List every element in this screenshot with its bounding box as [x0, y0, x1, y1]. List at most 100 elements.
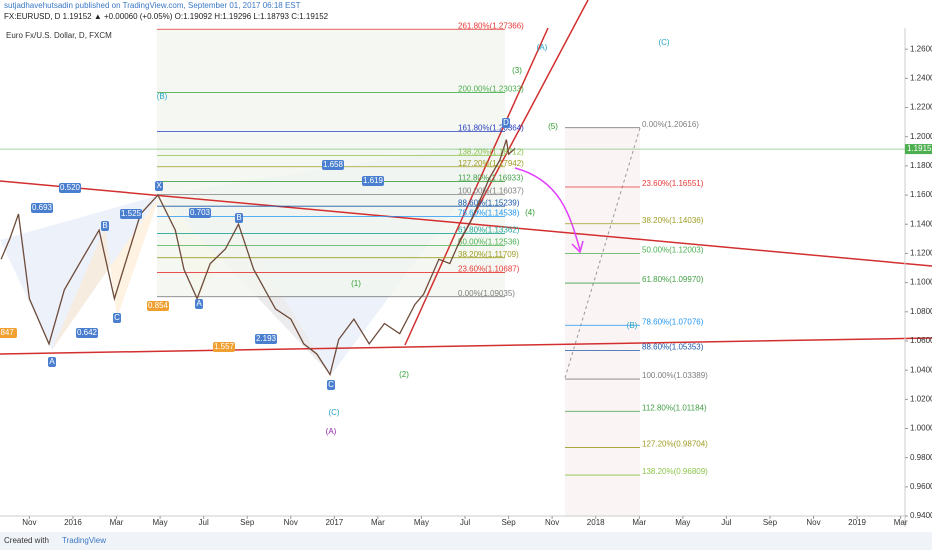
fib-label: 200.00%(1.23033) — [458, 85, 524, 94]
x-tick-label: Jul — [721, 518, 731, 527]
ratio-label: 1.525 — [121, 209, 142, 218]
projection — [564, 127, 641, 379]
point-label: C — [114, 313, 120, 322]
symbol: Euro Fx/U.S. Dollar, D, FXCM — [6, 31, 112, 40]
ratio-label: 1.619 — [363, 176, 384, 185]
fib-label: 127.20%(0.98704) — [642, 440, 708, 449]
point-label: A — [196, 299, 202, 308]
ratio-badge — [59, 183, 81, 193]
point-badge — [101, 221, 109, 231]
fib-label: 112.80%(1.16933) — [458, 174, 524, 183]
point-badge — [155, 181, 163, 191]
point-badge — [235, 213, 243, 223]
y-tick-label: 1.12000 — [910, 249, 932, 258]
y-tick-label: 1.14000 — [910, 219, 932, 228]
point-badge — [195, 299, 203, 309]
fib-label: 100.00%(1.03389) — [642, 371, 708, 380]
y-tick-label: 0.98000 — [910, 453, 932, 462]
ratio-label: 0.693 — [32, 203, 53, 212]
ratio-label: 0.642 — [77, 328, 98, 337]
x-tick-label: Nov — [284, 518, 298, 527]
y-tick-label: 1.20000 — [910, 132, 932, 141]
footer-text: Created with — [4, 536, 49, 545]
y-tick-label: 1.24000 — [910, 73, 932, 82]
fib-label: 138.20%(1.18712) — [458, 148, 524, 157]
point-label: A — [49, 357, 55, 366]
y-tick-label: 1.08000 — [910, 307, 932, 316]
y-tick-label: 0.96000 — [910, 482, 932, 491]
fib-label: 78.60%(1.14538) — [458, 209, 520, 218]
x-tick-label: Mar — [632, 518, 646, 527]
wave-label: (B) — [627, 321, 638, 330]
fib-label: 23.60%(1.16551) — [642, 179, 704, 188]
wave-label: (C) — [658, 38, 669, 47]
ratio-label: 1.557 — [214, 342, 235, 351]
pattern-fill — [0, 195, 160, 350]
fib-label: 261.80%(1.27366) — [458, 21, 524, 30]
footer-brand: TradingView — [62, 536, 106, 545]
ratio-badge — [322, 160, 344, 170]
quote: FX:EURUSD, D 1.19152 ▲ +0.00060 (+0.05%)… — [4, 12, 329, 21]
y-tick-label: 1.02000 — [910, 394, 932, 403]
wave-label: (1) — [351, 279, 361, 288]
x-tick-label: Mar — [371, 518, 385, 527]
wave-label: (B) — [157, 92, 168, 101]
point-badge — [113, 313, 121, 323]
y-tick-label: 0.94000 — [910, 511, 932, 520]
x-tick-label: May — [153, 518, 168, 527]
arrow — [514, 167, 581, 251]
fib-label: 88.60%(1.05353) — [642, 343, 704, 352]
point-label: B — [236, 213, 241, 222]
fib-label: 38.20%(1.14036) — [642, 216, 704, 225]
ratio-badge — [0, 328, 17, 338]
x-tick-label: 2019 — [848, 518, 866, 527]
fib-label: 61.80%(1.13362) — [458, 226, 520, 235]
x-tick-label: Sep — [501, 518, 516, 527]
wave-label: (4) — [525, 208, 535, 217]
y-tick-label: 1.18000 — [910, 161, 932, 170]
x-tick-label: 2017 — [325, 518, 343, 527]
ratio-label: 0.703 — [190, 208, 211, 217]
price-line — [0, 139, 516, 377]
fib-label: 161.80%(1.20364) — [458, 123, 524, 132]
fib-label: 100.00%(1.16037) — [458, 187, 524, 196]
x-tick-label: Mar — [110, 518, 124, 527]
fib-label: 78.60%(1.07076) — [642, 317, 704, 326]
ratio-label: 1.658 — [323, 160, 344, 169]
trend-line — [404, 27, 549, 346]
fib-label: 50.00%(1.12536) — [458, 238, 520, 247]
pattern-fill — [52, 195, 160, 350]
footer — [0, 532, 932, 550]
author: sutjadhavehutsadin published on TradingV… — [4, 1, 301, 10]
fib-label: 38.20%(1.11709) — [458, 250, 519, 259]
ratio-badge — [147, 301, 169, 311]
ratio-label: 2.193 — [256, 334, 277, 343]
ratio-badge — [31, 203, 53, 213]
y-tick-label: 1.10000 — [910, 278, 932, 287]
point-label: X — [156, 181, 162, 190]
point-badge — [48, 357, 56, 367]
wave-label: (2) — [399, 370, 409, 379]
ratio-label: 0.520 — [60, 183, 81, 192]
ratio-badge — [213, 342, 235, 352]
fib-label: 23.60%(1.10687) — [458, 265, 520, 274]
x-tick-label: Nov — [22, 518, 36, 527]
ratio-badge — [255, 334, 277, 344]
y-tick-label: 1.06000 — [910, 336, 932, 345]
x-tick-label: 2018 — [587, 518, 605, 527]
fib-label: 127.20%(1.17942) — [458, 159, 524, 168]
trend-line — [0, 337, 932, 355]
fib-label: 0.00%(1.09035) — [458, 289, 515, 298]
x-tick-label: Nov — [806, 518, 820, 527]
fib-zone — [565, 128, 640, 516]
x-tick-label: Sep — [240, 518, 255, 527]
fib-label: 0.00%(1.20616) — [642, 120, 699, 129]
x-tick-label: Jul — [199, 518, 209, 527]
point-badge — [502, 118, 510, 128]
point-label: B — [102, 221, 107, 230]
wave-label: (A) — [326, 427, 337, 436]
fib-label: 88.60%(1.15239) — [458, 198, 520, 207]
y-tick-label: 1.16000 — [910, 190, 932, 199]
